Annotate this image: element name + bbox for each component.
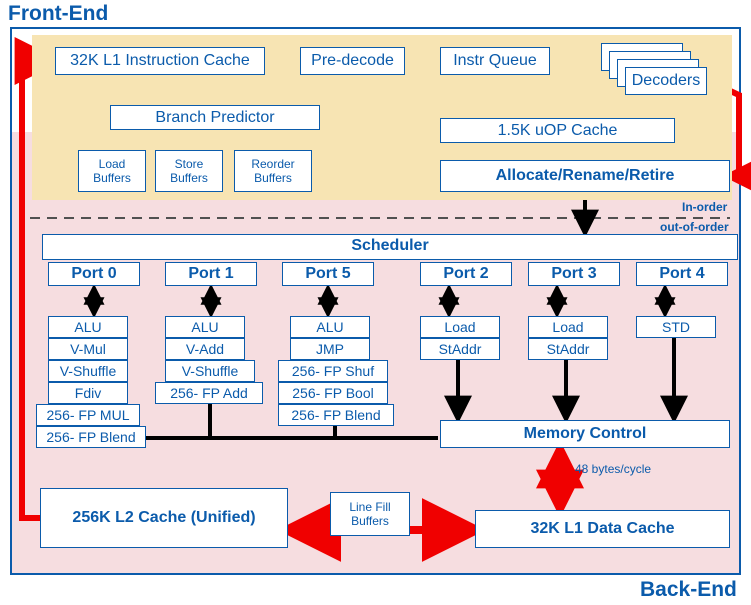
branchpred: Branch Predictor bbox=[110, 105, 320, 130]
port5: Port 5 bbox=[282, 262, 374, 286]
p0_alu: ALU bbox=[48, 316, 128, 338]
p0_vshuf: V-Shuffle bbox=[48, 360, 128, 382]
backend-title: Back-End bbox=[640, 578, 743, 603]
p1_alu: ALU bbox=[165, 316, 245, 338]
l2: 256K L2 Cache (Unified) bbox=[40, 488, 288, 548]
p5_fpbool: 256- FP Bool bbox=[278, 382, 388, 404]
p0_fdiv: Fdiv bbox=[48, 382, 128, 404]
p1_fpadd: 256- FP Add bbox=[155, 382, 263, 404]
p1_vshuf: V-Shuffle bbox=[165, 360, 255, 382]
outoforder-label: out-of-order bbox=[660, 220, 729, 234]
p1_vadd: V-Add bbox=[165, 338, 245, 360]
loadbuf: Load Buffers bbox=[78, 150, 146, 192]
l1d: 32K L1 Data Cache bbox=[475, 510, 730, 548]
port3: Port 3 bbox=[528, 262, 620, 286]
port2: Port 2 bbox=[420, 262, 512, 286]
p3_staddr: StAddr bbox=[528, 338, 608, 360]
reorderbuf: Reorder Buffers bbox=[234, 150, 312, 192]
p5_jmp: JMP bbox=[290, 338, 370, 360]
storebuf: Store Buffers bbox=[155, 150, 223, 192]
port4: Port 4 bbox=[636, 262, 728, 286]
p3_load: Load bbox=[528, 316, 608, 338]
p0_vmul: V-Mul bbox=[48, 338, 128, 360]
port1: Port 1 bbox=[165, 262, 257, 286]
p4_std: STD bbox=[636, 316, 716, 338]
frontend-title: Front-End bbox=[8, 2, 108, 26]
p0_fpmul: 256- FP MUL bbox=[36, 404, 140, 426]
uopcache: 1.5K uOP Cache bbox=[440, 118, 675, 143]
predecode: Pre-decode bbox=[300, 47, 405, 75]
port0: Port 0 bbox=[48, 262, 140, 286]
p5_fpblend: 256- FP Blend bbox=[278, 404, 394, 426]
iqueue: Instr Queue bbox=[440, 47, 550, 75]
scheduler: Scheduler bbox=[42, 234, 738, 260]
p2_staddr: StAddr bbox=[420, 338, 500, 360]
l1i: 32K L1 Instruction Cache bbox=[55, 47, 265, 75]
diagram-canvas: Front-End Back-End In-order out-of-order… bbox=[0, 0, 751, 605]
p5_fpshuf: 256- FP Shuf bbox=[278, 360, 388, 382]
decoders: Decoders bbox=[625, 67, 707, 95]
p0_fpblend: 256- FP Blend bbox=[36, 426, 146, 448]
memctrl: Memory Control bbox=[440, 420, 730, 448]
bandwidth-label: 48 bytes/cycle bbox=[575, 462, 651, 476]
inorder-label: In-order bbox=[682, 200, 727, 214]
p5_alu: ALU bbox=[290, 316, 370, 338]
linefill: Line Fill Buffers bbox=[330, 492, 410, 536]
p2_load: Load bbox=[420, 316, 500, 338]
allocate: Allocate/Rename/Retire bbox=[440, 160, 730, 192]
